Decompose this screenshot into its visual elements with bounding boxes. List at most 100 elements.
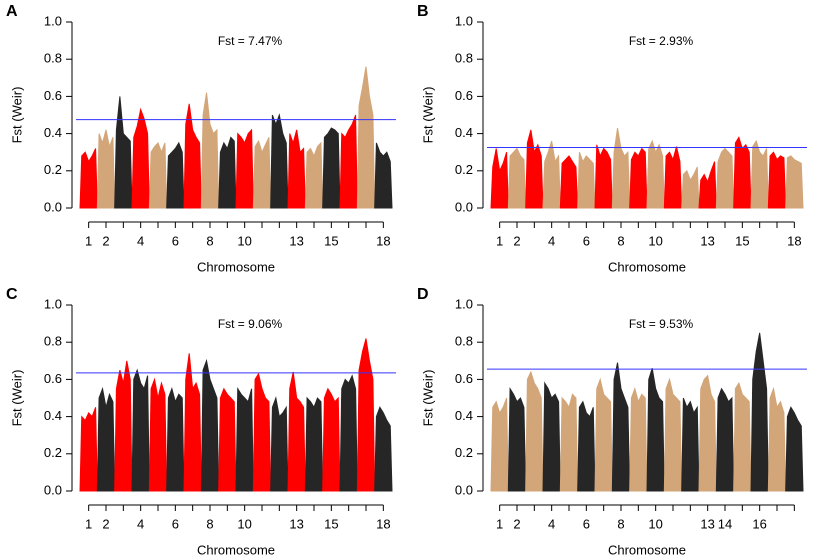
- x-tick-label: 15: [735, 233, 749, 248]
- y-tick-label: 0.6: [44, 88, 62, 103]
- chromosome-points: [339, 114, 358, 209]
- y-tick-label: 0.4: [455, 125, 473, 140]
- y-axis-label: Fst (Weir): [420, 370, 435, 427]
- chromosome-points: [681, 397, 700, 492]
- chromosome-points: [374, 406, 393, 492]
- chromosome-points: [235, 386, 254, 492]
- chromosome-points: [79, 148, 98, 209]
- y-tick-label: 0.2: [44, 162, 62, 177]
- x-tick-label: 14: [718, 516, 732, 531]
- chromosome-points: [750, 332, 769, 492]
- x-tick-label: 10: [237, 233, 251, 248]
- x-tick-label: 1: [85, 233, 92, 248]
- y-tick-label: 0.2: [44, 445, 62, 460]
- chromosome-points: [559, 393, 579, 492]
- y-tick-label: 0.6: [44, 371, 62, 386]
- chromosome-points: [235, 128, 254, 209]
- y-tick-label: 0.0: [44, 482, 62, 497]
- y-tick-label: 0.2: [455, 445, 473, 460]
- y-tick-label: 1.0: [44, 13, 62, 28]
- y-tick-label: 0.8: [44, 51, 62, 66]
- chromosome-points: [629, 147, 648, 209]
- x-tick-label: 1: [496, 233, 503, 248]
- chromosome-points: [559, 155, 579, 209]
- chromosome-points: [287, 371, 306, 492]
- x-axis-label: Chromosome: [197, 259, 275, 274]
- chromosome-points: [646, 368, 665, 492]
- x-tick-label: 13: [700, 516, 714, 531]
- x-tick-label: 18: [376, 233, 390, 248]
- chromosome-points: [594, 377, 613, 492]
- chromosome-points: [733, 136, 752, 209]
- x-tick-label: 2: [102, 516, 109, 531]
- chromosome-points: [767, 151, 787, 209]
- y-tick-label: 0.8: [455, 51, 473, 66]
- chromosome-points: [96, 129, 116, 209]
- x-tick-label: 8: [617, 516, 624, 531]
- x-tick-label: 6: [172, 516, 179, 531]
- x-tick-label: 18: [376, 516, 390, 531]
- chromosome-points: [663, 146, 683, 209]
- chromosome-points: [148, 377, 168, 492]
- x-tick-label: 1: [496, 516, 503, 531]
- chromosome-points: [490, 397, 509, 492]
- panel-label: B: [417, 3, 429, 20]
- chromosome-points: [663, 377, 683, 492]
- chromosome-points: [287, 129, 306, 209]
- x-tick-label: 13: [289, 233, 303, 248]
- x-tick-label: 1: [85, 516, 92, 531]
- chromosome-points: [629, 387, 648, 492]
- x-tick-label: 4: [548, 233, 555, 248]
- x-tick-label: 15: [324, 516, 338, 531]
- x-tick-label: 2: [513, 516, 520, 531]
- chromosome-points: [148, 141, 168, 209]
- x-tick-label: 6: [172, 233, 179, 248]
- x-tick-label: 18: [787, 233, 801, 248]
- chromosome-points: [166, 141, 185, 209]
- y-axis-label: Fst (Weir): [9, 370, 24, 427]
- chromosome-points: [715, 147, 735, 209]
- y-tick-label: 0.4: [44, 125, 62, 140]
- x-tick-label: 8: [617, 233, 624, 248]
- y-tick-label: 0.2: [455, 162, 473, 177]
- x-tick-label: 15: [324, 233, 338, 248]
- y-tick-label: 0.8: [455, 334, 473, 349]
- chromosome-points: [611, 127, 631, 209]
- x-tick-label: 13: [700, 233, 714, 248]
- chromosome-points: [374, 142, 393, 209]
- x-tick-label: 10: [237, 516, 251, 531]
- chromosome-points: [356, 338, 376, 492]
- x-tick-label: 4: [548, 516, 555, 531]
- y-tick-label: 1.0: [44, 296, 62, 311]
- y-tick-label: 0.8: [44, 334, 62, 349]
- chromosome-points: [322, 387, 341, 492]
- panel-title: Fst = 2.93%: [629, 34, 694, 48]
- y-tick-label: 0.0: [455, 482, 473, 497]
- x-tick-label: 4: [137, 516, 144, 531]
- chromosome-points: [507, 386, 527, 492]
- x-tick-label: 2: [102, 233, 109, 248]
- x-tick-label: 2: [513, 233, 520, 248]
- chromosome-points: [252, 372, 272, 492]
- panel-title: Fst = 9.53%: [629, 317, 694, 331]
- x-tick-label: 10: [648, 516, 662, 531]
- x-tick-label: 10: [648, 233, 662, 248]
- chromosome-points: [611, 362, 631, 492]
- y-tick-label: 1.0: [455, 13, 473, 28]
- chromosome-points: [785, 155, 804, 209]
- chromosome-points: [507, 147, 527, 209]
- panel-title: Fst = 9.06%: [218, 317, 283, 331]
- x-tick-label: 13: [289, 516, 303, 531]
- chromosome-points: [114, 96, 133, 209]
- y-tick-label: 1.0: [455, 296, 473, 311]
- y-tick-label: 0.6: [455, 88, 473, 103]
- y-tick-label: 0.4: [455, 408, 473, 423]
- panel-title: Fst = 7.47%: [218, 34, 283, 48]
- chromosome-points: [525, 129, 544, 209]
- x-tick-label: 8: [206, 233, 213, 248]
- chromosome-points: [304, 141, 324, 209]
- chromosome-points: [698, 161, 717, 209]
- chromosome-points: [577, 152, 596, 209]
- chromosome-points: [322, 127, 341, 209]
- x-tick-label: 4: [137, 233, 144, 248]
